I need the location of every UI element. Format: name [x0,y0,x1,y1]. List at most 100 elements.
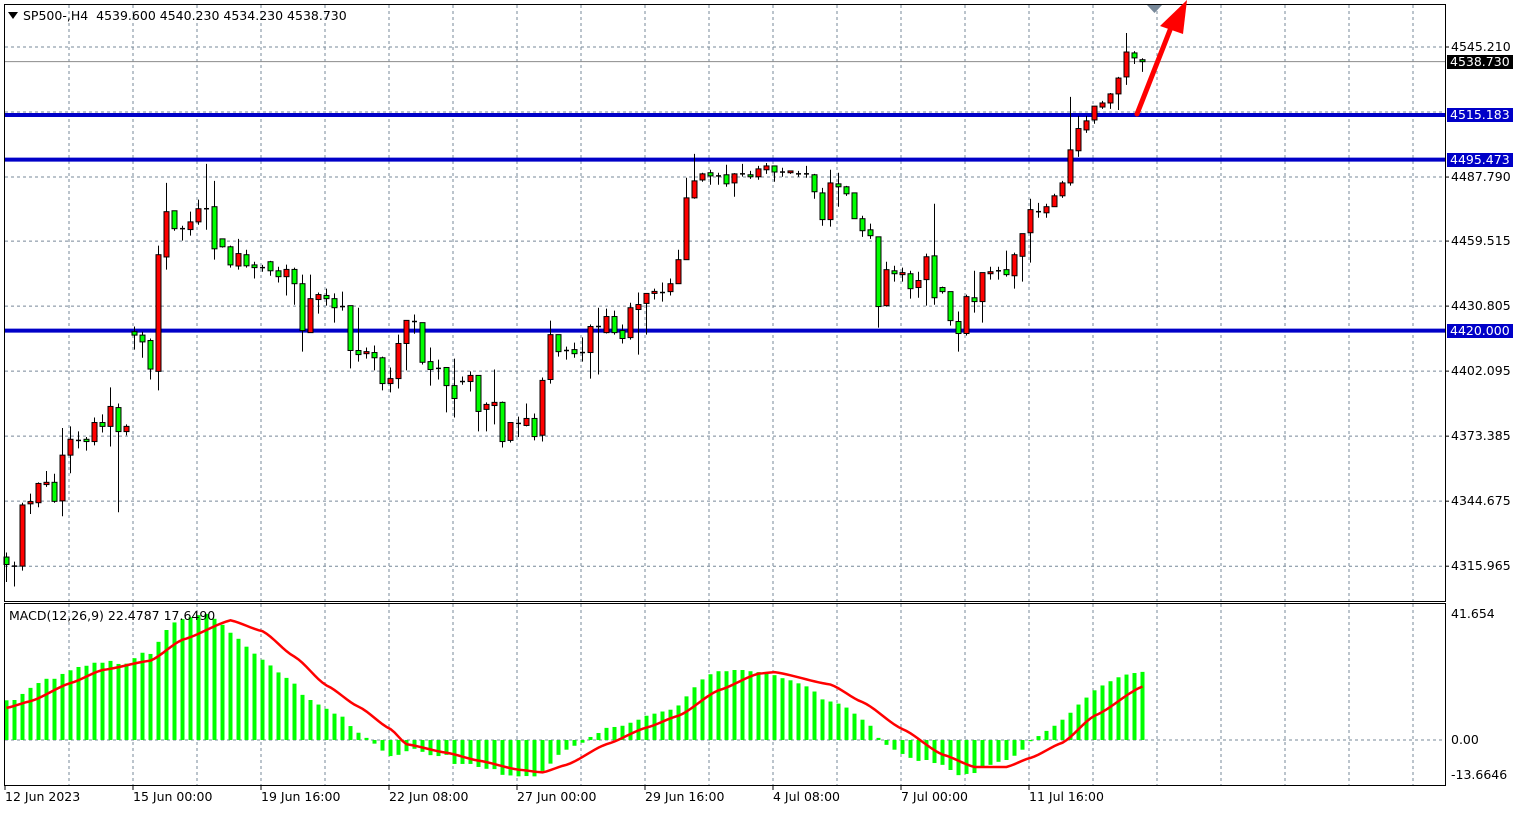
price-tick-label: 4487.790 [1451,169,1511,185]
candle [947,291,954,326]
candle [379,356,386,391]
candle-body-down [611,316,618,334]
macd-histogram-bar [732,670,737,740]
candle-body-down [419,322,426,363]
price-tick-label: 4430.805 [1451,298,1511,314]
macd-histogram-bar [52,678,57,740]
candle [443,366,450,413]
macd-histogram-bar [324,708,329,740]
candle-body-up [35,482,42,504]
candle [475,374,482,432]
macd-histogram-bar [684,696,689,740]
candle-body-up [235,253,242,267]
candle [811,173,818,199]
macd-histogram-bar [876,737,881,740]
low-value: 4534.230 [223,8,284,23]
macd-histogram-bar [884,740,889,745]
macd-histogram-bar [588,736,593,740]
dropdown-triangle-icon[interactable] [8,12,18,19]
candle-body-up [507,422,514,441]
candle [804,165,809,178]
macd-histogram-bar [988,740,993,765]
candle-body-up [483,403,490,410]
candle-body-down [811,174,818,193]
macd-histogram-bar [236,638,241,740]
macd-histogram-bar [316,704,321,740]
macd-histogram-bar [340,716,345,740]
candle [371,345,378,371]
candle [436,359,441,380]
candle [123,424,130,436]
candle [227,245,234,268]
candle [987,266,994,280]
candle [251,261,258,279]
macd-histogram-bar [156,641,161,740]
candle [939,286,946,294]
candle [467,371,474,392]
macd-histogram-bar [972,740,977,774]
candle [275,266,282,283]
price-tick-label: 4373.385 [1451,428,1511,444]
macd-histogram-bar [148,653,153,740]
candle-body-up [59,454,66,502]
candle [187,211,194,236]
high-value: 4540.230 [159,8,220,23]
candle [507,422,514,443]
macd-histogram-bar [1036,736,1041,740]
macd-histogram-bar [36,683,41,740]
candle [1091,105,1098,124]
candle [219,238,226,248]
macd-histogram-bar [900,740,905,754]
macd-histogram-bar [1012,740,1017,756]
candle-body-down [51,481,58,502]
candle [195,199,202,225]
candle-body-down [531,417,538,438]
macd-histogram-bar [860,719,865,740]
candle [787,170,794,174]
candle [827,169,834,227]
candle [596,307,601,375]
candle [27,493,34,515]
main-panel-border [4,4,1446,602]
horizontal-levels[interactable] [5,113,1445,333]
arrow-shaft[interactable] [1134,27,1173,117]
macd-histogram-bar [516,740,521,777]
candle-body-down [1003,269,1010,276]
candle [963,294,970,336]
price-tick-label: 4315.965 [1451,558,1511,574]
macd-histogram-bar [772,675,777,740]
candle [835,172,842,207]
candle-body-up [123,425,130,433]
candle-body-down [331,298,338,309]
candle [67,426,74,474]
macd-histogram-bar [628,722,633,740]
candle [412,314,417,334]
macd-histogram-bar [700,679,705,740]
candle-body-down [859,218,866,232]
candle [907,270,914,299]
chart-shift-marker-icon[interactable] [1147,5,1162,13]
candle [83,437,90,451]
candle-body-up [987,271,994,275]
candle [971,270,978,313]
candle-body-down [475,374,482,412]
arrow-head-icon[interactable] [1160,0,1187,34]
candle-body-down [843,186,850,195]
macd-histogram-bar [1116,677,1121,740]
macd-histogram-bar [388,740,393,757]
red-arrow-annotation[interactable] [1134,0,1187,117]
macd-histogram-bar [1028,740,1033,742]
candle-body-up [395,342,402,380]
candle [1099,100,1106,109]
macd-histogram-bar [356,732,361,740]
candle-body-down [939,287,946,293]
candle-body-down [875,236,882,308]
macd-histogram-bar [452,740,457,764]
candle-body-up [1011,254,1018,277]
symbol-label: SP500-,H4 [23,8,89,23]
candle [347,305,354,369]
macd-histogram-bar [940,740,945,765]
candle-body-up [1123,51,1130,78]
candle [395,334,402,389]
